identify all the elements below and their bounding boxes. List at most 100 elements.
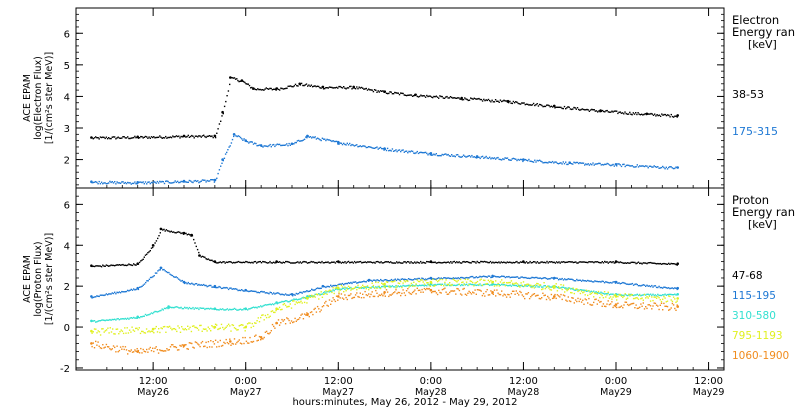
x-tick-time: 12:00 <box>694 376 723 387</box>
data-point <box>90 329 93 333</box>
data-point <box>553 295 556 298</box>
data-point <box>290 142 294 146</box>
data-point <box>429 260 433 263</box>
data-point <box>90 264 93 268</box>
data-point <box>614 260 618 263</box>
data-point <box>259 336 263 339</box>
data-point <box>229 340 232 343</box>
series-310-580 <box>90 282 679 323</box>
data-point <box>676 305 679 308</box>
data-point <box>553 284 556 288</box>
x-tick-day: May29 <box>600 387 632 398</box>
data-point <box>676 293 679 296</box>
data-point <box>244 139 247 142</box>
data-point <box>522 158 525 161</box>
data-point <box>275 307 278 311</box>
data-point <box>90 136 93 139</box>
data-point <box>159 227 163 231</box>
data-point <box>599 109 602 112</box>
data-point <box>367 278 371 282</box>
data-point <box>645 112 649 116</box>
y-axis-label: [1/(cm²s ster MeV)] <box>44 233 55 325</box>
x-tick-time: 12:00 <box>139 376 168 387</box>
data-point <box>259 144 263 147</box>
data-point <box>182 231 186 235</box>
data-point <box>190 233 193 237</box>
data-point <box>213 178 217 182</box>
data-point <box>676 114 679 117</box>
data-point <box>676 262 679 266</box>
x-tick-time: 0:00 <box>605 376 627 387</box>
data-point <box>491 280 494 284</box>
x-axis-label: hours:minutes, May 26, 2012 - May 29, 20… <box>292 397 517 408</box>
data-point <box>614 280 618 284</box>
data-point <box>306 297 309 300</box>
data-point <box>182 280 186 284</box>
y-tick-label: -2 <box>60 364 70 375</box>
data-point <box>182 344 186 347</box>
x-tick-time: 12:00 <box>324 376 353 387</box>
x-tick-day: May26 <box>137 387 169 398</box>
data-point <box>136 181 139 184</box>
data-point <box>167 305 170 308</box>
data-point <box>429 152 433 155</box>
data-point <box>460 96 464 100</box>
data-point <box>275 321 278 325</box>
x-tick-day: May27 <box>322 387 354 398</box>
data-point <box>491 274 494 278</box>
data-point <box>275 87 278 90</box>
data-point <box>522 260 525 263</box>
data-point <box>182 179 186 183</box>
series-38-53 <box>90 76 679 140</box>
data-point <box>337 295 340 298</box>
proton-panel: -2 0 2 4 6 ACE EPAM log(Proton Flux) [1/(cm²s s… <box>22 187 795 375</box>
data-point <box>676 286 679 290</box>
y-tick-label: 2 <box>64 282 70 293</box>
y-axis-label: [1/(cm²s ster MeV)] <box>44 52 55 144</box>
data-point <box>306 134 309 138</box>
data-point <box>383 282 386 286</box>
series-115-195 <box>90 266 679 299</box>
data-point <box>182 134 186 138</box>
data-point <box>568 161 571 164</box>
data-point <box>383 291 386 294</box>
data-point <box>213 284 217 288</box>
legend-entry: 310-580 <box>732 310 776 322</box>
data-point <box>275 301 278 304</box>
y-tick-label: 0 <box>64 323 70 334</box>
x-tick-day: May29 <box>693 387 725 398</box>
data-point <box>213 260 217 263</box>
data-point <box>321 284 325 288</box>
data-point <box>136 262 139 266</box>
data-point <box>159 266 163 270</box>
x-tick-day: May28 <box>508 387 540 398</box>
y-tick-label: 6 <box>64 29 70 40</box>
series-1060-1900 <box>90 287 679 355</box>
data-point <box>244 288 247 292</box>
data-point <box>337 286 340 290</box>
data-point <box>506 99 510 103</box>
data-point <box>221 158 224 161</box>
y-axis-label: log(Proton Flux) <box>33 241 44 316</box>
data-point <box>221 110 224 114</box>
legend-title: Electron <box>732 13 779 27</box>
data-point <box>90 319 93 323</box>
data-point <box>90 180 93 183</box>
legend-title: Proton <box>732 193 769 207</box>
data-point <box>151 327 155 331</box>
data-point <box>491 291 494 294</box>
y-tick-label: 3 <box>64 124 70 135</box>
x-tick-time: 0:00 <box>420 376 442 387</box>
y-tick-label: 6 <box>64 200 70 211</box>
y-axis-label: ACE EPAM <box>22 255 33 303</box>
data-point <box>614 163 618 166</box>
legend-title: [keV] <box>748 38 777 51</box>
x-tick-day: May27 <box>230 387 262 398</box>
data-point <box>290 293 294 296</box>
electron-panel: 2 3 4 5 6 ACE EPAM log(Electron Flux) [1/(cm²s … <box>22 7 795 189</box>
data-point <box>337 260 340 263</box>
data-point <box>553 276 556 280</box>
data-point <box>414 93 417 97</box>
data-point <box>614 295 618 298</box>
